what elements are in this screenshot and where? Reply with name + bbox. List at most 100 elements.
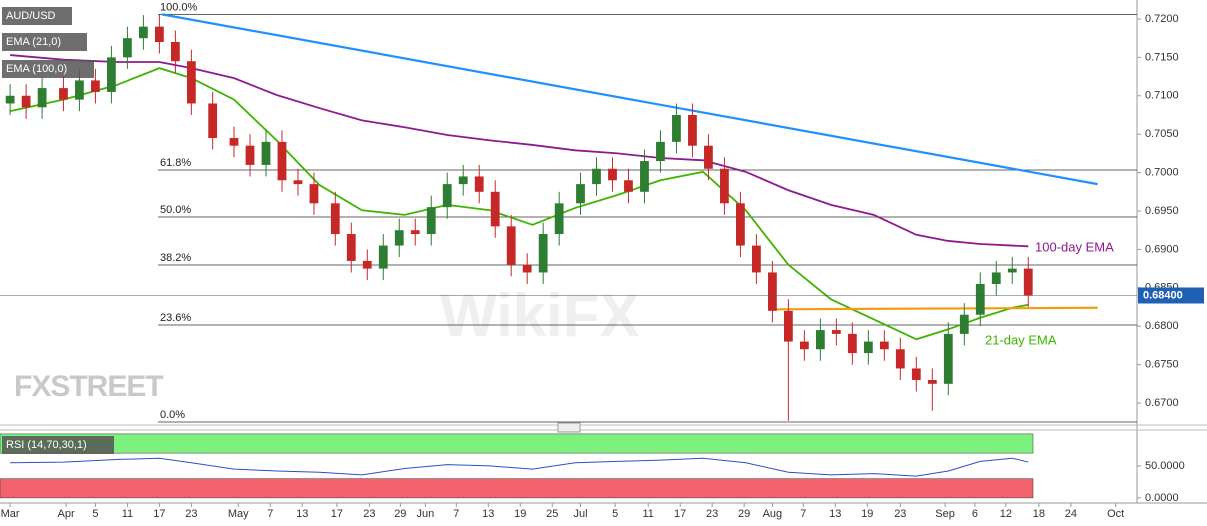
legend-text: AUD/USD <box>6 10 56 22</box>
candle-body <box>410 230 420 235</box>
y-tick-label: 0.6800 <box>1145 320 1179 332</box>
x-tick-label: 11 <box>122 508 133 520</box>
candle-body <box>59 88 68 100</box>
last-price-label: 0.68400 <box>1143 289 1183 301</box>
oversold-band <box>0 478 1034 499</box>
x-tick-label: 13 <box>829 508 841 520</box>
fib-label: 38.2% <box>160 252 191 264</box>
candle-body <box>208 103 218 139</box>
candle-body <box>624 180 633 192</box>
x-tick-label: 5 <box>92 508 98 520</box>
x-tick-label: 17 <box>331 508 343 520</box>
candle-body <box>229 138 239 146</box>
candle-body <box>426 207 436 235</box>
x-tick-label: May <box>228 508 249 520</box>
y-tick-label: 0.7100 <box>1145 90 1179 102</box>
fib-label: 50.0% <box>160 204 191 216</box>
y-tick-label: 0.7200 <box>1145 13 1179 25</box>
fib-label: 61.8% <box>160 157 191 169</box>
candle-body <box>608 168 617 181</box>
fib-label: 0.0% <box>160 409 185 421</box>
ema-line <box>10 54 1029 248</box>
candle-body <box>107 57 116 92</box>
candle-body <box>943 333 953 384</box>
y-tick-label: 0.6750 <box>1145 359 1179 371</box>
candle-body <box>783 310 793 342</box>
y-tick-label: 0.7150 <box>1145 51 1179 63</box>
y-tick-label: 50.0000 <box>1145 460 1185 472</box>
y-tick-label: 0.0000 <box>1145 492 1179 504</box>
candle-body <box>394 230 404 246</box>
candle-body <box>879 341 889 350</box>
candle-body <box>927 379 937 384</box>
candle-body <box>815 330 825 350</box>
x-tick-label: Sep <box>935 508 955 520</box>
x-tick-label: 5 <box>612 508 618 520</box>
candle-body <box>138 26 148 39</box>
candle-body <box>863 341 873 354</box>
fib-label: 100.0% <box>160 1 198 13</box>
y-tick-label: 0.7000 <box>1145 167 1179 179</box>
candle-body <box>154 26 164 43</box>
x-tick-label: 6 <box>972 508 978 520</box>
y-tick-label: 0.6900 <box>1145 243 1179 255</box>
candle-body <box>959 314 969 334</box>
y-tick-label: 0.6950 <box>1145 205 1179 217</box>
ema-line <box>9 67 1029 341</box>
x-tick-label: 19 <box>861 508 873 520</box>
candle-body <box>975 283 985 315</box>
x-tick-label: 17 <box>153 508 165 520</box>
candle-body <box>458 176 468 185</box>
trend-line <box>161 13 1098 186</box>
candle-body <box>847 333 857 354</box>
candle-body <box>640 161 649 192</box>
x-tick-label: 23 <box>363 508 375 520</box>
rsi-line <box>10 457 1029 477</box>
legend-box <box>2 33 87 51</box>
x-tick-label: 7 <box>267 508 273 520</box>
x-tick-label: Oct <box>1107 508 1124 520</box>
candle-body <box>245 145 255 165</box>
x-tick-label: 13 <box>296 508 308 520</box>
last-price-box <box>1138 287 1204 304</box>
candle-body <box>21 95 31 108</box>
candle-body <box>75 80 84 100</box>
legend-text: EMA (100,0) <box>6 63 67 75</box>
candle-body <box>474 176 484 192</box>
x-tick-label: 17 <box>674 508 686 520</box>
candle-body <box>1023 268 1033 296</box>
legend-text: RSI (14,70,30,1) <box>6 439 87 451</box>
x-tick-label: 18 <box>1033 508 1045 520</box>
watermark: FXSTREET <box>14 370 163 403</box>
candle-body <box>442 184 452 208</box>
candle-body <box>656 141 665 162</box>
candle-body <box>170 42 180 62</box>
candle-body <box>752 245 761 273</box>
candle-body <box>911 368 921 380</box>
candle-body <box>346 234 356 261</box>
y-tick-label: 0.7050 <box>1145 128 1179 140</box>
candle-body <box>362 260 372 269</box>
candle-body <box>576 184 585 204</box>
x-tick-label: 29 <box>394 508 406 520</box>
legend-text: EMA (21,0) <box>6 36 61 48</box>
watermark: WikiFX <box>440 282 639 349</box>
x-tick-label: 29 <box>738 508 750 520</box>
legend-box <box>2 60 94 78</box>
candle-body <box>592 168 601 185</box>
candle-body <box>1007 268 1017 273</box>
x-tick-label: 13 <box>482 508 494 520</box>
series-label: 100-day EMA <box>1035 239 1114 254</box>
x-tick-label: Aug <box>763 508 783 520</box>
candle-body <box>522 264 532 273</box>
x-tick-label: Mar <box>1 508 20 520</box>
x-tick-label: 7 <box>453 508 459 520</box>
x-tick-label: 11 <box>642 508 653 520</box>
candle-body <box>378 245 388 269</box>
candle-body <box>186 61 196 104</box>
fib-label: 23.6% <box>160 312 191 324</box>
trend-line <box>775 306 1098 311</box>
x-tick-label: 7 <box>800 508 806 520</box>
